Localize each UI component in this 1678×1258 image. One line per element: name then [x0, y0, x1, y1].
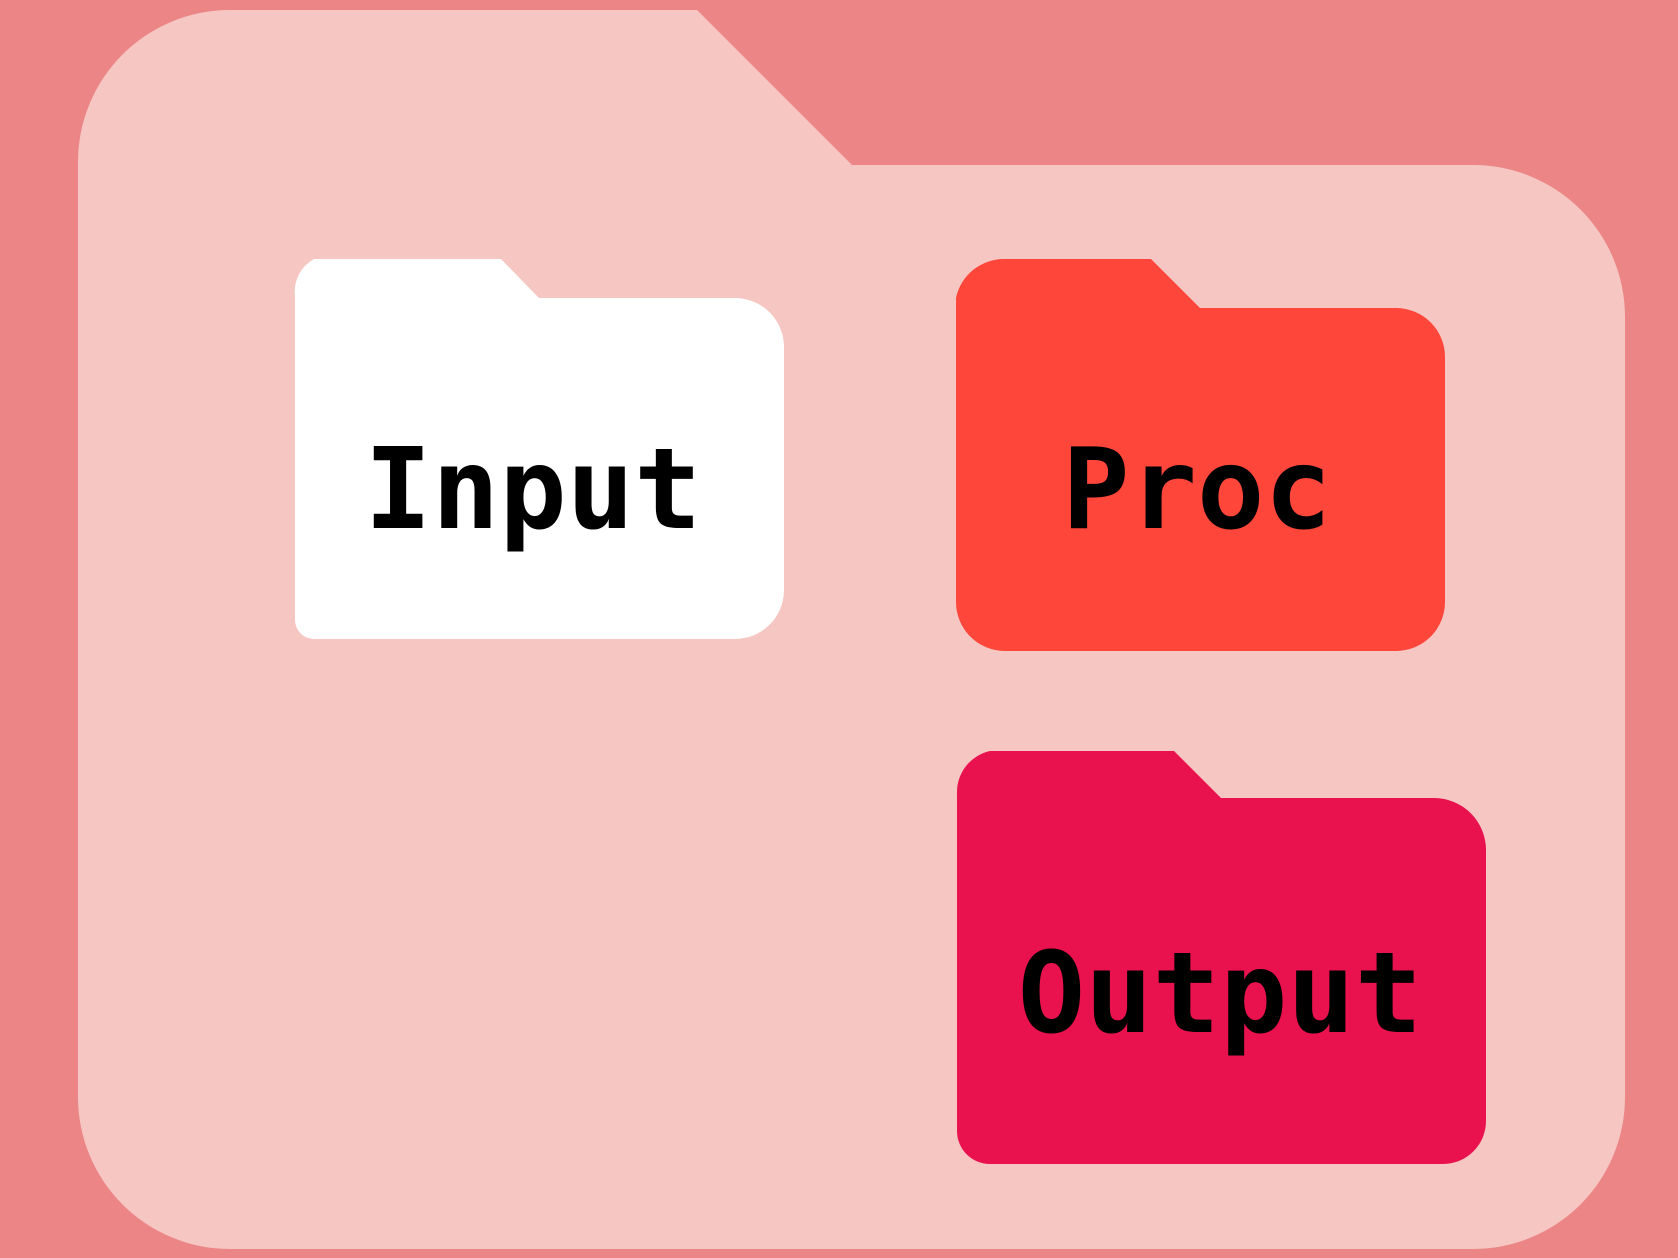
input-folder-icon: [294, 259, 784, 639]
output-folder-icon: [956, 751, 1486, 1164]
output-folder-label: Output: [1018, 929, 1423, 1059]
input-folder-label: Input: [364, 425, 701, 555]
folder-input[interactable]: Input: [294, 259, 784, 639]
folder-proc[interactable]: Proc: [956, 258, 1445, 651]
proc-folder-icon: [956, 258, 1445, 651]
folder-output[interactable]: Output: [956, 751, 1486, 1164]
proc-folder-label: Proc: [1062, 425, 1332, 555]
